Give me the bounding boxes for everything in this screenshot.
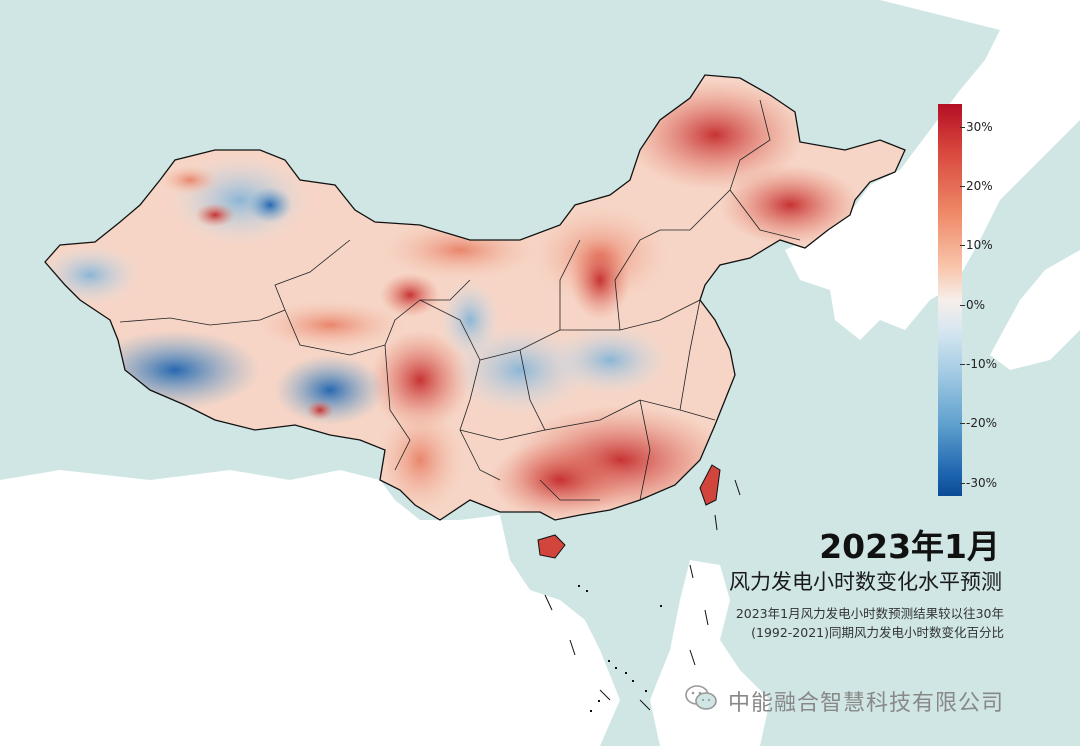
- map-title: 2023年1月: [819, 527, 1000, 566]
- legend-tick: -30%: [959, 476, 998, 490]
- south-sea-markers: [544, 479, 741, 711]
- legend-tick: -20%: [959, 416, 998, 430]
- legend-tick: 0%: [959, 298, 986, 312]
- colorbar-gradient: [938, 104, 962, 496]
- legend-tick: 30%: [960, 120, 993, 134]
- islands: [537, 464, 721, 559]
- legend-tick: 10%: [960, 238, 993, 252]
- description-line-1: 2023年1月风力发电小时数预测结果较以往30年: [735, 606, 1004, 621]
- province-borders: [119, 99, 801, 501]
- description-line-2: (1992-2021)同期风力发电小时数变化百分比: [751, 625, 1004, 640]
- map-description: 2023年1月风力发电小时数预测结果较以往30年 (1992-2021)同期风力…: [600, 604, 1004, 642]
- china-outline: [44, 74, 906, 521]
- wechat-icon: [685, 685, 717, 710]
- map-subtitle: 风力发电小时数变化水平预测: [729, 570, 1002, 594]
- colorbar-legend: 30% 20% 10% 0% -10% -20% -30%: [938, 104, 1018, 496]
- islets: [578, 585, 662, 712]
- legend-tick: -10%: [959, 357, 998, 371]
- legend-tick: 20%: [960, 179, 993, 193]
- watermark-text: 中能融合智慧科技有限公司: [728, 691, 1005, 716]
